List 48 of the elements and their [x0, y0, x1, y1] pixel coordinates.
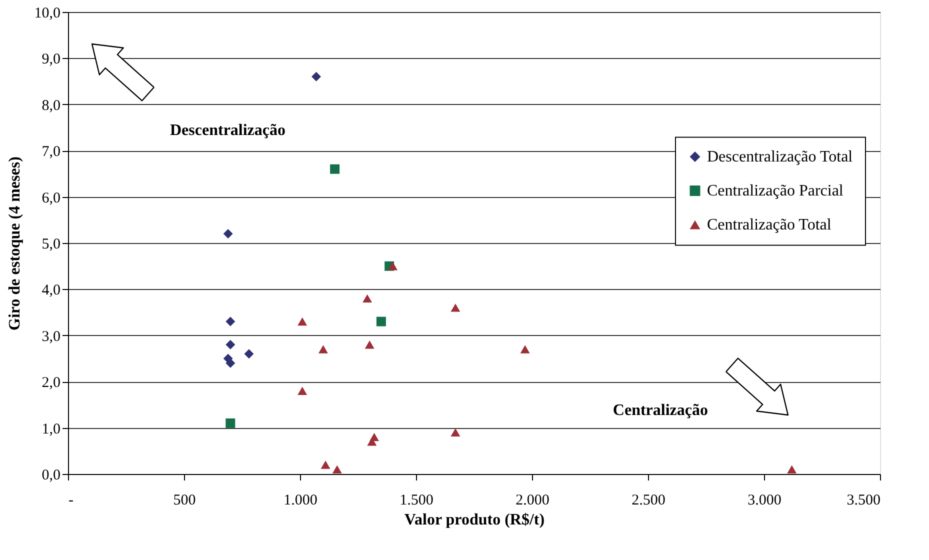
point — [450, 428, 460, 437]
y-tick-label: 6,0 — [42, 190, 60, 206]
point — [226, 418, 236, 428]
point — [787, 465, 797, 474]
y-tick-label: 0,0 — [42, 468, 60, 484]
point — [520, 345, 530, 354]
point — [298, 386, 308, 395]
x-tick-label: 500 — [173, 492, 196, 508]
point — [298, 317, 308, 326]
point — [226, 316, 236, 326]
point — [364, 340, 374, 349]
annotation: Descentralização — [170, 122, 286, 139]
legend-label: Centralização Parcial — [707, 182, 844, 200]
point — [376, 316, 386, 326]
y-tick-label: 2,0 — [42, 375, 60, 392]
x-tick-label: 2.000 — [516, 492, 550, 508]
point — [244, 349, 254, 359]
point — [318, 345, 328, 354]
y-axis-title: Giro de estoque (4 meses) — [6, 156, 24, 330]
x-axis-title: Valor produto (R$/t) — [404, 512, 545, 528]
x-tick-label: 3.500 — [846, 492, 880, 508]
x-tick-label: 1.000 — [284, 492, 318, 508]
point — [332, 465, 342, 474]
y-tick-label: 4,0 — [42, 282, 60, 299]
x-tick-label: - — [68, 492, 74, 508]
point — [320, 460, 330, 469]
x-tick-label: 3.000 — [748, 492, 782, 508]
y-tick-label: 8,0 — [42, 98, 60, 114]
point — [330, 164, 340, 174]
y-tick-label: 9,0 — [42, 52, 60, 68]
annotation: Centralização — [612, 402, 708, 419]
point — [362, 294, 372, 303]
y-tick-label: 1,0 — [42, 421, 60, 438]
y-tick-label: 5,0 — [42, 236, 60, 252]
y-tick-label: 7,0 — [42, 144, 60, 160]
y-tick-label: 10,0 — [34, 6, 60, 22]
point — [367, 438, 377, 446]
point — [223, 229, 233, 239]
point — [226, 340, 236, 350]
legend-label: Centralização Total — [707, 216, 832, 234]
x-tick-label: 1.500 — [400, 492, 434, 508]
point — [388, 262, 398, 270]
point — [226, 358, 236, 368]
legend-label: Descentralização Total — [707, 148, 854, 166]
y-tick-label: 3,0 — [42, 328, 60, 345]
x-tick-label: 2.500 — [632, 492, 666, 508]
point — [450, 304, 460, 312]
point — [311, 72, 321, 82]
